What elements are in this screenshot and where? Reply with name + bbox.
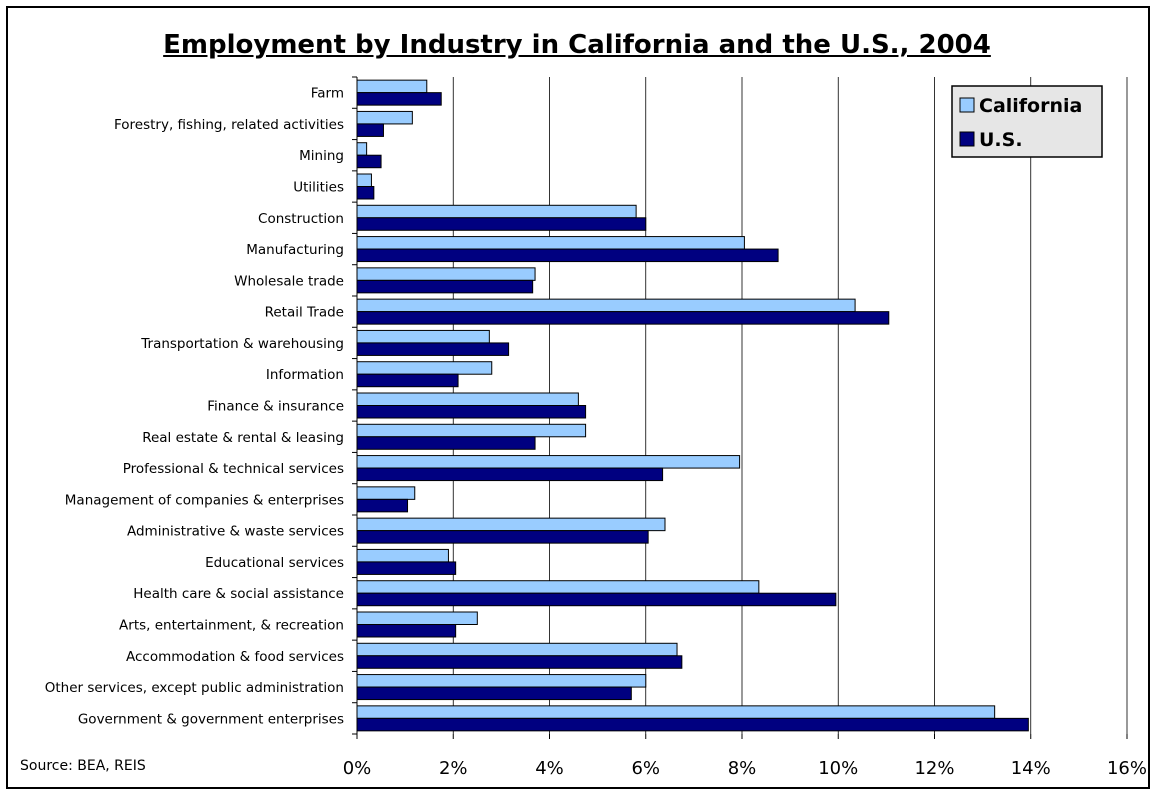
category-label: Real estate & rental & leasing [142, 430, 344, 446]
category-label: Management of companies & enterprises [65, 492, 344, 508]
bar-california [356, 705, 996, 719]
bar-california [356, 517, 666, 532]
source-note: Source: BEA, REIS [20, 758, 146, 774]
bar-us [356, 530, 649, 544]
bar-us [356, 217, 647, 231]
bar-us [356, 123, 384, 137]
x-tick-label: 4% [535, 758, 564, 779]
axes [352, 76, 1128, 739]
bar-california [356, 423, 587, 438]
category-label: Manufacturing [246, 242, 344, 258]
bar-california [356, 236, 745, 250]
bar-us [356, 592, 837, 607]
bar-us [356, 405, 587, 419]
bar-california [356, 110, 413, 125]
bar-us [356, 92, 442, 106]
bar-us [356, 561, 457, 575]
x-tick-label: 8% [728, 758, 757, 779]
bar-us [356, 154, 382, 169]
bar-california [356, 79, 428, 94]
bar-california [356, 580, 760, 594]
bar-us [356, 686, 632, 701]
x-tick-label: 14% [1011, 758, 1051, 779]
bar-california [356, 548, 449, 563]
category-label: Health care & social assistance [133, 586, 344, 602]
x-tick-label: 10% [818, 758, 858, 779]
category-label: Construction [258, 211, 344, 227]
bar-california [356, 173, 372, 187]
bar-us [356, 436, 536, 450]
category-label: Other services, except public administra… [45, 680, 344, 696]
bar-california [356, 142, 368, 156]
bar-us [356, 467, 664, 482]
category-label: Mining [299, 148, 344, 164]
legend: California U.S. [951, 85, 1103, 158]
legend-swatch-us [959, 131, 975, 147]
bar-california [356, 204, 637, 219]
category-label: Forestry, fishing, related activities [114, 117, 344, 133]
bar-california [356, 361, 493, 375]
x-tick-label: 12% [914, 758, 954, 779]
category-label: Information [266, 367, 344, 383]
bar-california [356, 455, 741, 469]
bars [356, 79, 1029, 732]
bar-california [356, 611, 478, 625]
category-label: Wholesale trade [234, 273, 344, 289]
category-label: Administrative & waste services [127, 524, 344, 540]
bar-us [356, 373, 459, 388]
legend-box [951, 85, 1103, 158]
bar-us [356, 655, 683, 669]
gridlines [452, 77, 1128, 734]
bar-us [356, 279, 534, 294]
bar-us [356, 311, 890, 325]
bar-california [356, 392, 579, 406]
x-tick-label: 16% [1107, 758, 1147, 779]
category-label: Government & government enterprises [78, 711, 344, 727]
bar-us [356, 342, 510, 356]
category-label: Arts, entertainment, & recreation [119, 618, 344, 634]
category-label: Professional & technical services [123, 461, 344, 477]
legend-swatch-california [959, 97, 975, 113]
x-tick-label: 6% [631, 758, 660, 779]
bar-us [356, 717, 1029, 732]
bar-california [356, 298, 856, 313]
category-label: Retail Trade [265, 305, 344, 321]
bar-california [356, 674, 647, 688]
bar-california [356, 642, 678, 657]
bar-us [356, 498, 409, 513]
bar-us [356, 624, 457, 638]
chart-title: Employment by Industry in California and… [163, 30, 991, 60]
category-label: Finance & insurance [207, 399, 344, 415]
legend-label-california: California [979, 95, 1082, 117]
category-label: Educational services [205, 555, 344, 571]
legend-label-us: U.S. [979, 129, 1023, 151]
x-tick-label: 0% [343, 758, 372, 779]
bar-california [356, 486, 416, 500]
x-tick-label: 2% [439, 758, 468, 779]
bar-california [356, 329, 490, 344]
bar-us [356, 248, 779, 263]
bar-california [356, 267, 536, 281]
category-label: Utilities [293, 180, 344, 196]
category-label: Transportation & warehousing [140, 336, 344, 352]
category-label: Farm [311, 86, 344, 102]
x-tick-labels: 0% 2% 4% 6% 8% 10% 12% 14% 16% [343, 758, 1147, 779]
category-labels: Farm Forestry, fishing, related activitie… [45, 86, 344, 728]
bar-us [356, 186, 375, 200]
category-label: Accommodation & food services [126, 649, 344, 665]
